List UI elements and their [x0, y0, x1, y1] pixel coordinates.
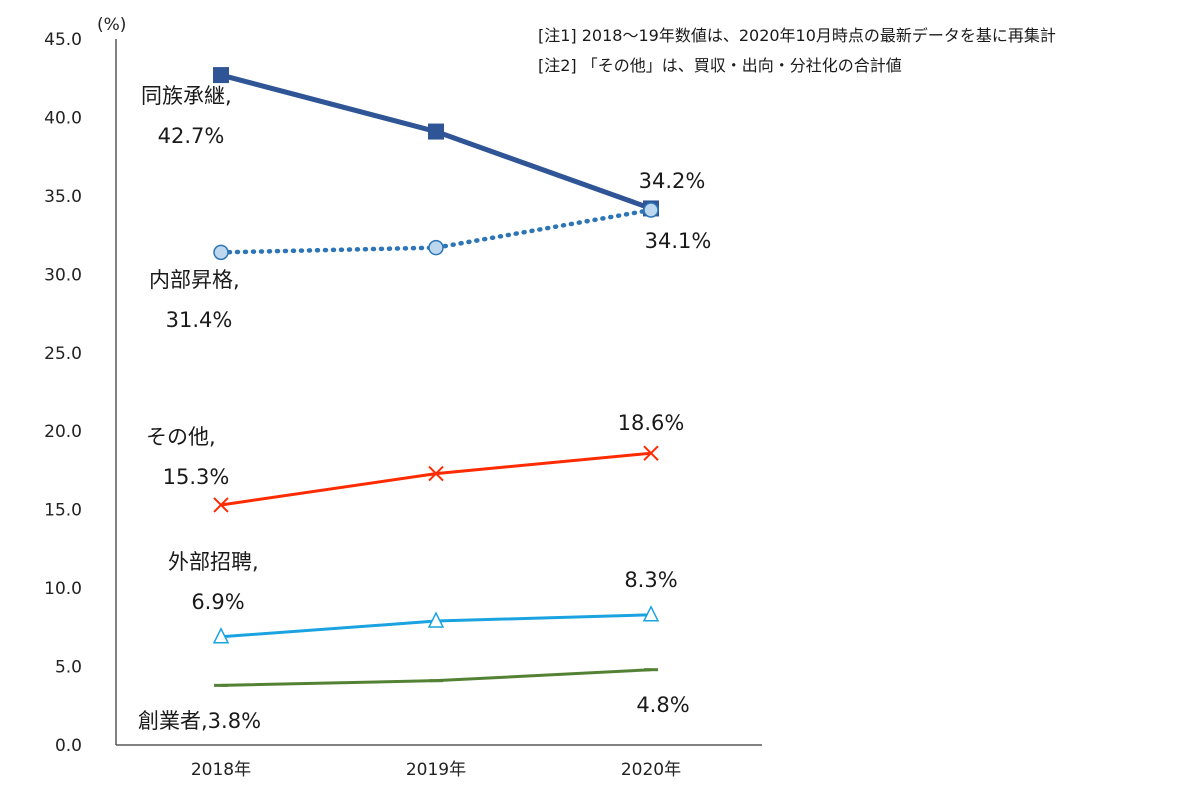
y-tick-label: 15.0	[44, 501, 82, 521]
y-tick-label: 5.0	[55, 658, 82, 678]
data-point-circle	[213, 244, 229, 261]
y-tick-label: 10.0	[44, 579, 82, 599]
y-tick-label: 20.0	[44, 422, 82, 442]
data-label: 42.7%	[158, 124, 225, 148]
note-1: [注1] 2018～19年数値は、2020年10月時点の最新データを基に再集計	[538, 26, 1056, 45]
y-axis-unit: (%)	[97, 15, 126, 35]
series-name-label: 外部招聘,	[168, 550, 259, 574]
data-label: 15.3%	[163, 465, 230, 489]
data-point-x	[428, 465, 444, 482]
y-tick-label: 40.0	[44, 108, 82, 128]
x-tick-label: 2019年	[406, 760, 466, 780]
x-tick-label: 2018年	[191, 760, 251, 780]
data-point-square	[428, 123, 444, 140]
data-point-x	[643, 445, 659, 461]
data-label: 34.2%	[639, 169, 706, 193]
data-point-triangle	[427, 611, 445, 628]
data-label: 34.1%	[645, 229, 712, 253]
data-point-triangle	[212, 627, 230, 644]
series-line	[220, 72, 652, 211]
data-point-x	[213, 497, 229, 513]
y-tick-label: 25.0	[44, 344, 82, 364]
data-point-circle	[643, 202, 659, 218]
y-tick-label: 45.0	[44, 30, 82, 50]
series-name-label: 内部昇格,	[149, 268, 240, 292]
data-label: 31.4%	[166, 308, 233, 332]
data-point-circle	[428, 239, 444, 256]
series-line	[220, 451, 652, 507]
data-label: 6.9%	[191, 590, 244, 614]
series-line	[220, 668, 652, 687]
series-name-label: 同族承継,	[141, 84, 232, 108]
series-name-label: その他,	[146, 425, 216, 449]
data-label: 4.8%	[636, 693, 689, 717]
data-point-square	[213, 67, 229, 84]
y-tick-label: 35.0	[44, 187, 82, 207]
series-name-label: 創業者,3.8%	[138, 709, 261, 733]
data-point-triangle	[642, 605, 660, 622]
data-label: 8.3%	[624, 568, 677, 592]
x-tick-label: 2020年	[621, 760, 681, 780]
data-label: 18.6%	[618, 411, 685, 435]
y-tick-label: 30.0	[44, 265, 82, 285]
note-2: [注2] 「その他」は、買収・出向・分社化の合計値	[538, 56, 902, 75]
y-tick-label: 0.0	[55, 736, 82, 756]
